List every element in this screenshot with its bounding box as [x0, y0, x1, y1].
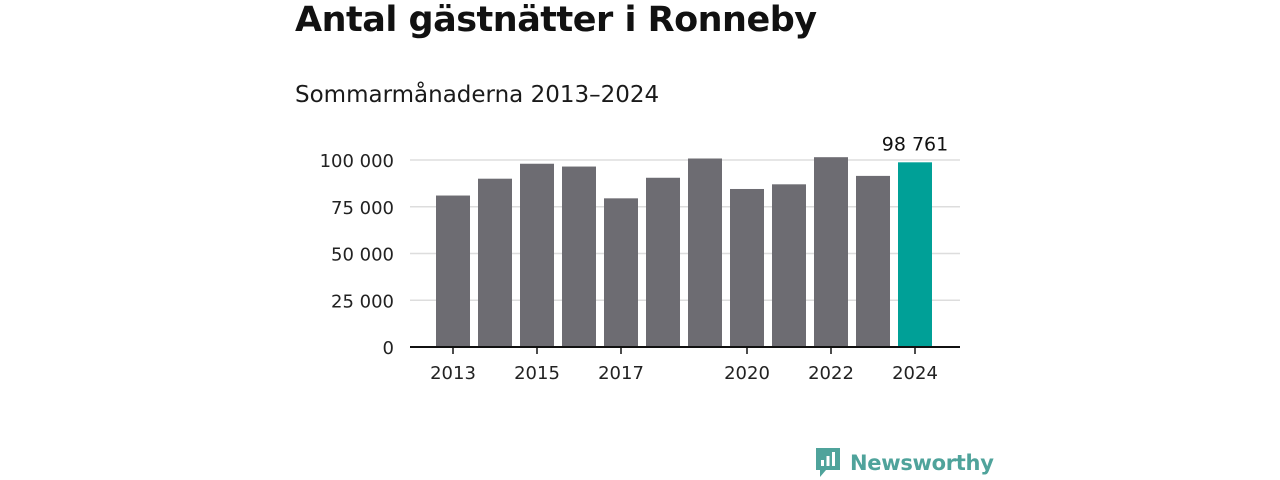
newsworthy-logo: Newsworthy [814, 446, 994, 480]
x-tick-label: 2013 [430, 363, 476, 384]
y-tick-label: 0 [383, 338, 394, 359]
y-tick-label: 75 000 [331, 198, 394, 219]
y-tick-label: 25 000 [331, 291, 394, 312]
newsworthy-logo-icon [816, 448, 840, 477]
x-tick-label: 2022 [808, 363, 854, 384]
bar-2020 [730, 188, 764, 347]
bar-chart: 0 25 000 50 000 75 000 100 000 98 761 2013 2015… [320, 133, 960, 384]
x-tick-label: 2024 [892, 363, 938, 384]
bar-2016 [562, 166, 596, 347]
bar-2024 [898, 162, 932, 347]
bar-2017 [604, 198, 638, 347]
bar-2022 [814, 157, 848, 347]
bar-2023 [856, 175, 890, 347]
value-label-2024: 98 761 [882, 133, 948, 155]
bar-2021 [772, 184, 806, 347]
chart-subtitle: Sommarmånaderna 2013–2024 [295, 82, 660, 108]
bar-2019 [688, 158, 722, 347]
x-tick-label: 2015 [514, 363, 560, 384]
bar-2014 [478, 178, 512, 347]
bar-2018 [646, 177, 680, 347]
y-tick-label: 50 000 [331, 245, 394, 266]
x-tick-label: 2017 [598, 363, 644, 384]
y-tick-label: 100 000 [320, 151, 394, 172]
bar-2013 [436, 195, 470, 347]
bar-2015 [520, 163, 554, 347]
chart-title: Antal gästnätter i Ronneby [295, 0, 817, 40]
brand-name: Newsworthy [850, 451, 994, 475]
x-tick-label: 2020 [724, 363, 770, 384]
